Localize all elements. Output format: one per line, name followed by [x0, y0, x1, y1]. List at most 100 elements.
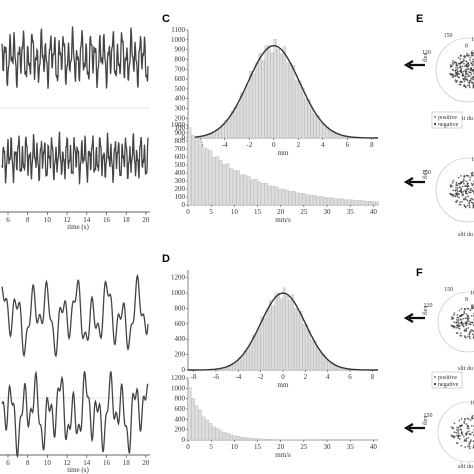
hist-bar	[333, 198, 338, 206]
polar-point	[458, 76, 460, 79]
hist-bar	[323, 197, 327, 206]
polar-point	[468, 335, 471, 338]
hist-bar	[267, 439, 272, 441]
hist-bar	[257, 327, 261, 371]
hist-xtick-label: 25	[300, 443, 308, 451]
hist-bar	[291, 294, 295, 371]
ts-curve	[1, 370, 149, 459]
polar-point	[466, 204, 469, 207]
polar-point	[465, 432, 468, 435]
hist-bar	[246, 84, 250, 139]
polar-point	[467, 437, 470, 439]
polar-point	[468, 430, 470, 433]
polar-point	[459, 334, 462, 337]
polar-point	[464, 69, 467, 72]
hist-ytick-label: 900	[175, 129, 186, 137]
hist-xtick-label: 25	[300, 208, 308, 216]
polar-point	[459, 80, 462, 83]
polar-point	[464, 189, 467, 192]
panel-label-f: F	[416, 267, 423, 279]
polar-point	[463, 311, 466, 313]
hist-bar	[230, 111, 234, 139]
polar-point	[459, 322, 462, 324]
polar-point	[457, 327, 460, 329]
polar-point	[453, 312, 456, 315]
flex-arrow-icon	[403, 423, 425, 433]
hist-bar	[296, 309, 300, 371]
polar-point	[457, 56, 460, 59]
ts-xtick-label: 14	[83, 216, 91, 224]
polar-point	[463, 204, 466, 206]
polar-point	[455, 63, 458, 65]
hist-xtick-label: 2	[297, 141, 301, 149]
polar-point	[452, 73, 455, 76]
hist-bar	[243, 174, 247, 206]
hist-xtick-label: -2	[258, 373, 264, 381]
polar-point	[470, 307, 473, 310]
polar-point	[465, 322, 468, 325]
hist-bar	[358, 200, 362, 206]
hist-bar	[361, 200, 366, 206]
polar-point	[467, 445, 469, 448]
polar-point	[465, 324, 468, 327]
polar-point	[449, 186, 452, 188]
hist-xtick-label: 35	[347, 443, 355, 451]
polar-point	[469, 189, 472, 192]
hist-bar	[194, 139, 199, 206]
polar-point	[463, 335, 466, 337]
polar-point	[452, 193, 455, 196]
polar-point	[467, 327, 470, 329]
ts-xtick-label: 10	[44, 459, 52, 467]
polar-point	[454, 75, 456, 78]
polar-point	[471, 329, 474, 332]
polar-point	[464, 78, 467, 80]
polar-point	[468, 202, 471, 205]
polar-point	[449, 72, 452, 75]
polar-point	[467, 75, 470, 78]
polar-point	[469, 68, 472, 71]
ts-xtick-label: 12	[64, 459, 72, 467]
polar-point	[458, 196, 460, 199]
hist-bar	[233, 435, 237, 441]
flex-label: flex	[422, 170, 429, 179]
hist-bar	[270, 52, 274, 139]
polar-point	[471, 76, 474, 79]
polar-point	[469, 59, 471, 61]
legend-box	[431, 111, 463, 129]
polar-point	[468, 323, 471, 325]
hist-fit-line	[188, 44, 378, 139]
side-label: slit du	[458, 116, 473, 122]
hist-ytick-label: 800	[175, 395, 186, 403]
hist-bar	[271, 439, 275, 441]
hist-bar	[198, 139, 202, 206]
polar-point	[453, 422, 456, 425]
polar-point	[451, 68, 454, 71]
polar-point	[456, 319, 458, 321]
polar-point	[460, 307, 463, 310]
hist-bar	[246, 176, 251, 206]
panel-label-e: E	[416, 13, 423, 25]
ts-xtick-label: 20	[142, 216, 150, 224]
polar-point	[465, 185, 467, 187]
polar-point	[469, 56, 472, 59]
polar-point	[456, 195, 459, 198]
polar-ring	[437, 401, 474, 463]
polar-point	[460, 417, 463, 420]
hist-bar	[250, 179, 254, 206]
hist-bar	[260, 438, 265, 441]
hist-ytick-label: 400	[175, 415, 186, 423]
legend-marker	[434, 376, 436, 378]
polar-point	[468, 54, 470, 57]
polar-point	[452, 435, 455, 438]
polar-angle-label: 150	[422, 170, 431, 176]
polar-point	[451, 76, 454, 79]
hist-xtick-label: -4	[235, 373, 241, 381]
polar-point	[470, 425, 473, 427]
hist-bar	[282, 287, 286, 371]
legend-marker	[434, 383, 436, 385]
hist-ytick-label: 1100	[171, 26, 185, 34]
polar-point	[468, 199, 471, 202]
polar-point	[471, 304, 474, 307]
polar-point	[452, 59, 455, 62]
hist-ytick-label: 1000	[171, 36, 186, 44]
